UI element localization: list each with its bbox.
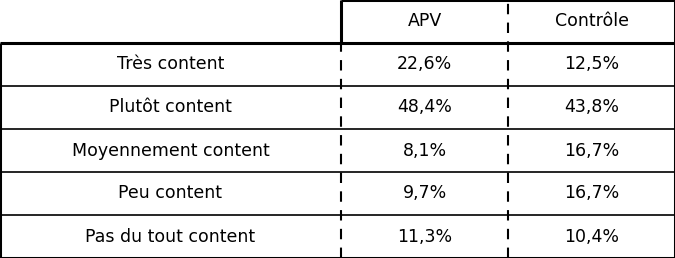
Bar	[508, 129, 675, 172]
Bar	[508, 86, 675, 129]
Text: 8,1%: 8,1%	[402, 141, 447, 159]
Bar	[341, 0, 508, 43]
Bar	[508, 172, 675, 215]
Bar	[508, 43, 675, 86]
Text: 11,3%: 11,3%	[397, 228, 452, 246]
Text: 16,7%: 16,7%	[564, 141, 619, 159]
Bar	[0, 86, 341, 129]
Bar	[508, 215, 675, 258]
Bar	[0, 215, 341, 258]
Text: 10,4%: 10,4%	[564, 228, 619, 246]
Bar	[341, 215, 508, 258]
Text: Pas du tout content: Pas du tout content	[85, 228, 256, 246]
Bar	[0, 172, 341, 215]
Text: 43,8%: 43,8%	[564, 99, 619, 117]
Bar	[341, 86, 508, 129]
Text: APV: APV	[408, 12, 441, 30]
Text: 48,4%: 48,4%	[397, 99, 452, 117]
Text: Très content: Très content	[117, 55, 224, 74]
Bar	[0, 129, 341, 172]
Bar	[0, 43, 341, 86]
Text: 9,7%: 9,7%	[402, 184, 447, 203]
Text: Contrôle: Contrôle	[555, 12, 628, 30]
Text: Peu content: Peu content	[118, 184, 223, 203]
Bar	[508, 0, 675, 43]
Text: Moyennement content: Moyennement content	[72, 141, 269, 159]
Text: 16,7%: 16,7%	[564, 184, 619, 203]
Bar	[341, 43, 508, 86]
Text: Plutôt content: Plutôt content	[109, 99, 232, 117]
Bar	[0, 0, 341, 43]
Bar	[341, 129, 508, 172]
Bar	[341, 172, 508, 215]
Text: 22,6%: 22,6%	[397, 55, 452, 74]
Text: 12,5%: 12,5%	[564, 55, 619, 74]
